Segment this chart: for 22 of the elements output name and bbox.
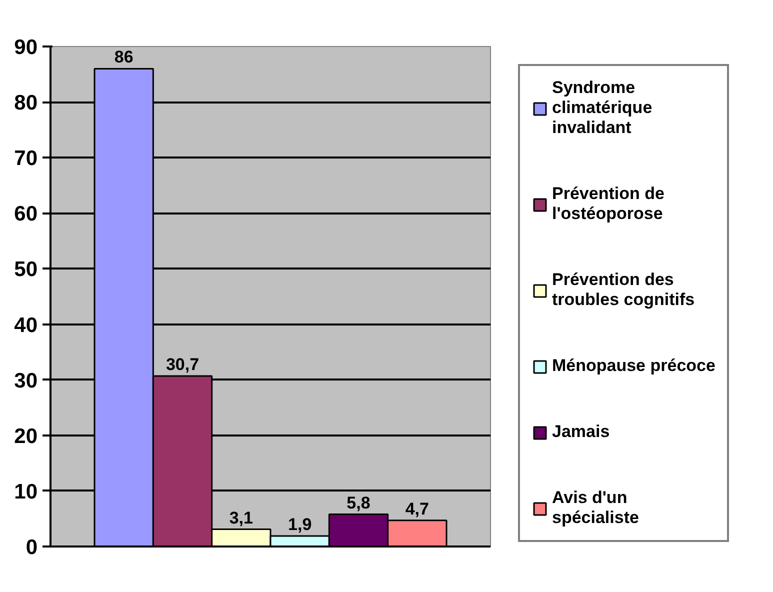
y-tick-label: 60 [14,202,38,226]
data-label: 3,1 [229,508,253,528]
data-label: 30,7 [166,354,200,374]
y-tick-label: 80 [14,92,38,115]
legend-label: Prévention des troubles cognitifs [552,270,695,310]
data-label: 4,7 [405,499,429,518]
y-tick-label: 30 [14,369,38,392]
legend-label: Ménopause précoce [552,356,716,376]
y-tick-label: 0 [26,536,38,559]
y-tick-label: 90 [14,36,38,59]
y-tick-label: 40 [14,314,38,337]
data-label: 5,8 [346,493,370,512]
legend-label: Avis d'un spécialiste [552,488,639,528]
y-tick-label: 50 [14,258,38,282]
y-tick-label: 70 [14,147,38,170]
data-label: 1,9 [288,514,312,534]
y-tick-label: 10 [14,480,38,504]
legend-label: Jamais [552,422,610,442]
y-tick-label: 20 [14,424,38,448]
data-label: 86 [114,48,134,67]
legend-label: Syndrome climatérique invalidant [552,78,652,138]
legend-label: Prévention de l'ostéoporose [552,184,664,224]
